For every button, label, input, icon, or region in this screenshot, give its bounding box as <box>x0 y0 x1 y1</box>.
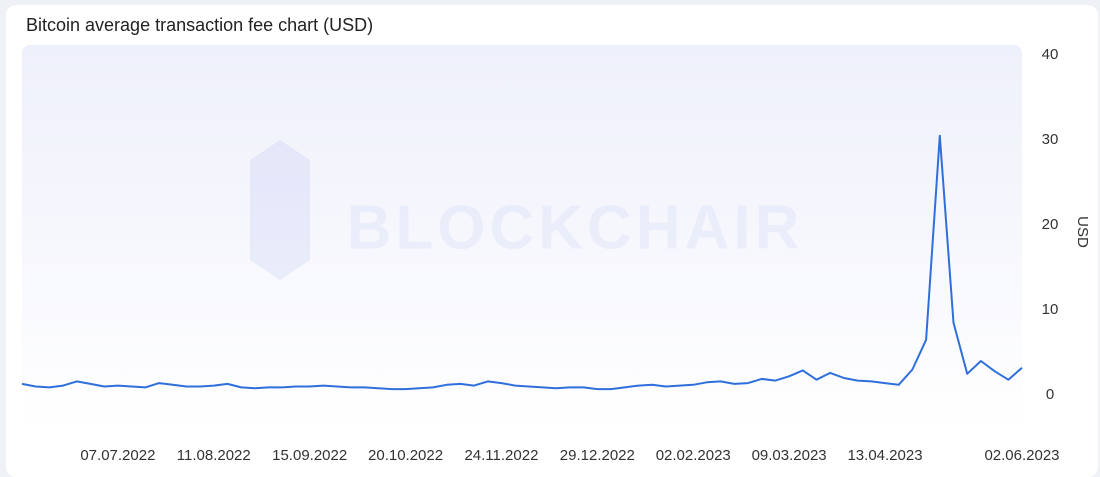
y-tick-label: 0 <box>1046 386 1054 403</box>
x-tick-label: 24.11.2022 <box>464 447 538 464</box>
watermark: BLOCKCHAIR <box>347 193 804 262</box>
y-tick-label: 10 <box>1042 301 1059 318</box>
watermark-logo <box>250 140 310 280</box>
plot-area <box>22 45 1022 435</box>
x-tick-label: 07.07.2022 <box>80 447 155 464</box>
x-tick-label: 29.12.2022 <box>560 447 635 464</box>
x-tick-label: 13.04.2023 <box>847 447 922 464</box>
x-tick-label: 15.09.2022 <box>272 447 347 464</box>
chart-title: Bitcoin average transaction fee chart (U… <box>26 15 374 35</box>
y-tick-label: 30 <box>1042 131 1059 148</box>
y-tick-label: 20 <box>1042 216 1059 233</box>
x-tick-label: 09.03.2023 <box>752 447 827 464</box>
x-tick-label: 11.08.2022 <box>177 447 251 464</box>
x-tick-label: 20.10.2022 <box>368 447 443 464</box>
y-axis-label: USD <box>1074 216 1091 248</box>
y-tick-label: 40 <box>1042 46 1059 63</box>
x-tick-label: 02.06.2023 <box>984 447 1059 464</box>
data-line <box>21 134 1023 391</box>
x-tick-label: 02.02.2023 <box>656 447 731 464</box>
